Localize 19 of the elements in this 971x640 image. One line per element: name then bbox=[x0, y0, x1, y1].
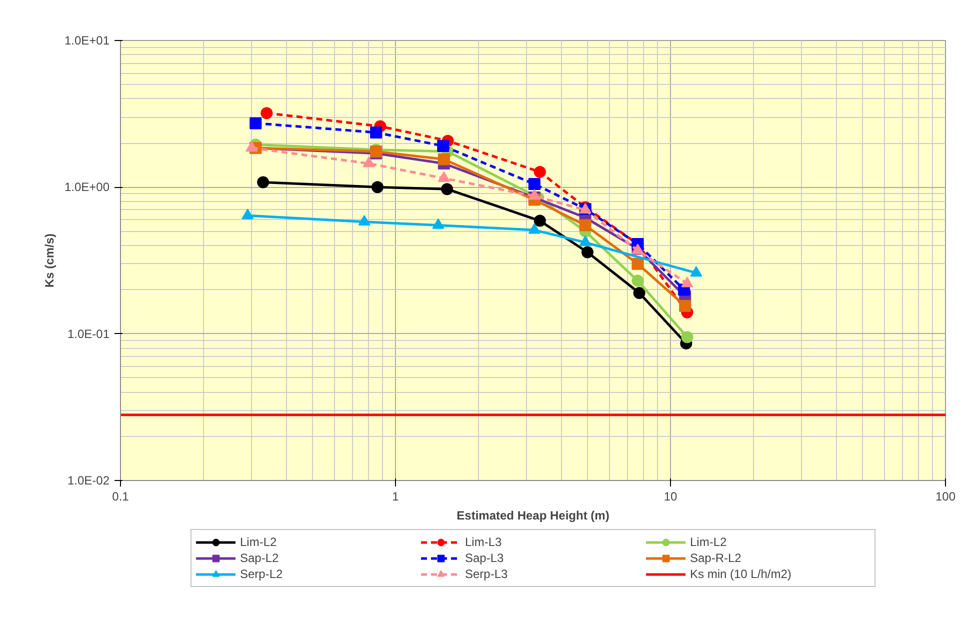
legend-label: Serp-L3 bbox=[465, 566, 509, 582]
legend-label: Lim-L2 bbox=[240, 534, 278, 550]
x-tick-label: 100 bbox=[935, 490, 956, 504]
legend-label: Sap-L3 bbox=[465, 550, 505, 566]
y-tick-label: 1.0E+01 bbox=[64, 34, 110, 48]
legend-label: Sap-R-L2 bbox=[690, 550, 742, 566]
legend-label: Lim-L2 bbox=[690, 534, 728, 550]
legend-label: Sap-L2 bbox=[240, 550, 280, 566]
y-tick-label: 1.0E-02 bbox=[67, 474, 110, 488]
x-tick-label: 10 bbox=[664, 490, 678, 504]
y-tick-label: 1.0E+00 bbox=[64, 180, 110, 194]
legend-label: Serp-L2 bbox=[240, 566, 284, 582]
legend-label: Lim-L3 bbox=[465, 534, 503, 550]
y-tick-label: 1.0E-01 bbox=[67, 326, 110, 341]
x-axis-title: Estimated Heap Height (m) bbox=[456, 508, 610, 522]
x-tick-label: 0.1 bbox=[112, 490, 130, 504]
x-tick-label: 1 bbox=[392, 490, 400, 504]
y-axis-title: Ks (cm/s) bbox=[42, 233, 56, 288]
legend-label: Ks min (10 L/h/m2) bbox=[690, 566, 792, 582]
